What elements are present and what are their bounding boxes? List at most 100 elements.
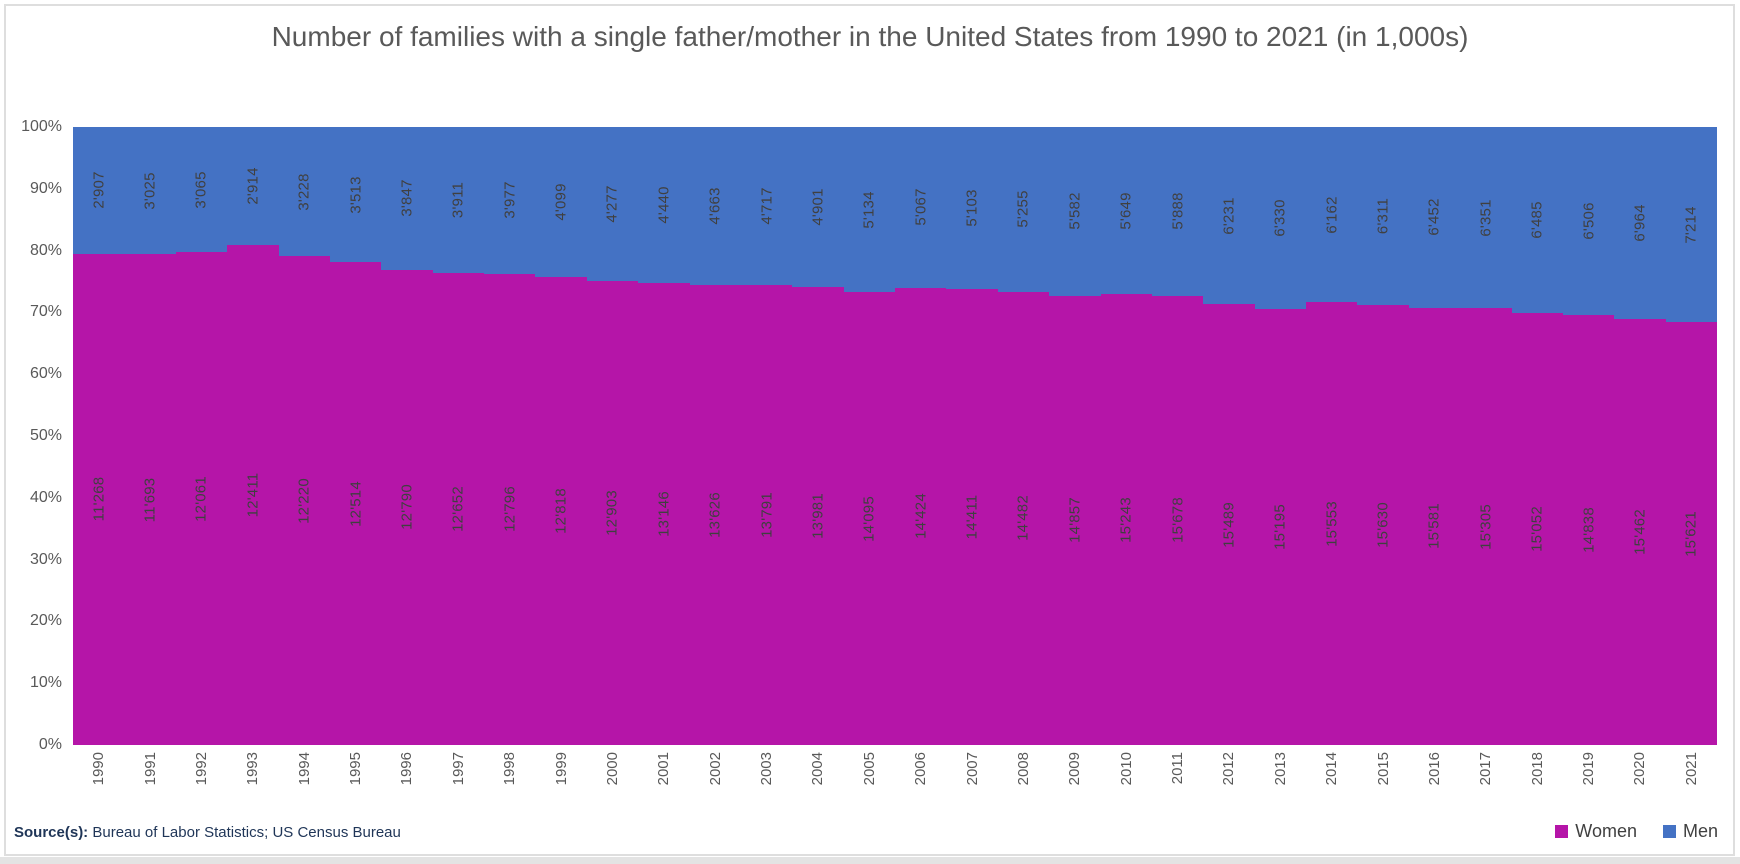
x-axis-label: 1992 — [192, 752, 210, 786]
bar-segment-women: 13'626 — [689, 284, 741, 745]
x-axis-cell: 2013 — [1255, 752, 1306, 804]
bar-value-label-women: 12'411 — [244, 472, 262, 518]
x-axis-label: 2007 — [963, 752, 981, 786]
bar-segment-men: 5'255 — [997, 127, 1050, 292]
y-axis-tick-label: 40% — [29, 488, 62, 506]
bar-segment-men: 6'485 — [1511, 127, 1563, 314]
x-axis-cell: 2001 — [638, 752, 689, 804]
bar-segment-women: 15'581 — [1408, 307, 1461, 745]
x-axis-cell: 2016 — [1409, 752, 1460, 804]
bar-segment-men: 4'663 — [689, 127, 741, 285]
x-axis-label: 1996 — [398, 752, 416, 786]
bar-segment-women: 13'146 — [638, 283, 690, 745]
bar-column-1998: 3'977 12'796 — [484, 127, 536, 745]
x-axis-label: 2002 — [706, 752, 724, 786]
bar-value-label-women: 13'626 — [706, 491, 724, 538]
bar-column-2018: 6'485 15'052 — [1511, 127, 1563, 745]
x-axis-label: 1991 — [141, 752, 159, 786]
bar-column-1991: 3'025 11'693 — [124, 127, 176, 745]
plot-area: 2'907 11'268 3'025 11'693 3'065 12'061 2'914 12… — [73, 127, 1717, 745]
x-axis-label: 2015 — [1374, 752, 1392, 786]
bar-segment-women: 15'243 — [1100, 294, 1152, 745]
bar-segment-women: 15'553 — [1306, 302, 1358, 745]
bar-segment-men: 6'330 — [1254, 127, 1306, 309]
bar-value-label-women: 14'424 — [912, 493, 930, 540]
legend-swatch-women — [1555, 825, 1569, 838]
x-axis-cell: 2019 — [1563, 752, 1614, 804]
x-axis-label: 2009 — [1066, 752, 1084, 786]
legend-item-women: Women — [1555, 821, 1637, 842]
x-axis-label: 2014 — [1323, 752, 1341, 786]
bar-segment-women: 13'791 — [740, 284, 793, 745]
bar-segment-men: 6'231 — [1203, 127, 1255, 305]
bar-segment-men: 6'351 — [1460, 127, 1512, 309]
x-axis-label: 2001 — [655, 752, 673, 786]
x-axis-label: 2019 — [1580, 752, 1598, 786]
bar-segment-women: 12'411 — [227, 244, 279, 745]
bar-column-2012: 6'231 15'489 — [1203, 127, 1255, 745]
legend-label: Women — [1575, 821, 1637, 841]
bar-value-label-men: 2'914 — [244, 167, 262, 205]
x-axis-label: 2003 — [758, 752, 776, 786]
bar-segment-men: 3'513 — [329, 127, 382, 263]
x-axis-label: 1990 — [90, 752, 108, 786]
bar-column-2019: 6'506 14'838 — [1562, 127, 1615, 745]
y-axis-tick-label: 10% — [29, 674, 62, 692]
bar-value-label-women: 15'553 — [1323, 500, 1341, 547]
y-axis-tick-label: 60% — [29, 365, 62, 383]
bar-value-label-women: 15'581 — [1425, 503, 1443, 550]
bar-value-label-men: 4'440 — [655, 186, 673, 224]
x-axis-cell: 2021 — [1666, 752, 1717, 804]
y-axis-tick-label: 80% — [29, 241, 62, 259]
x-axis-cell: 1998 — [484, 752, 535, 804]
bar-value-label-women: 14'482 — [1014, 495, 1032, 542]
bar-segment-women: 12'061 — [175, 252, 228, 745]
bar-segment-women: 13'981 — [792, 287, 844, 745]
x-axis-label: 2011 — [1169, 752, 1187, 785]
bar-segment-men: 4'440 — [638, 127, 690, 284]
bar-segment-men: 3'065 — [175, 127, 228, 253]
bar-column-2005: 5'134 14'095 — [843, 127, 895, 745]
bar-column-2021: 7'214 15'621 — [1665, 127, 1717, 745]
bar-segment-women: 12'220 — [278, 256, 330, 745]
x-axis-label: 2016 — [1425, 752, 1443, 786]
x-axis-cell: 1995 — [330, 752, 381, 804]
bar-value-label-men: 4'717 — [758, 187, 776, 225]
bar-segment-women: 12'514 — [329, 262, 382, 745]
bar-value-label-women: 13'981 — [809, 493, 827, 540]
bar-segment-women: 15'195 — [1254, 308, 1306, 745]
bar-value-label-women: 12'790 — [398, 484, 416, 531]
bar-column-2003: 4'717 13'791 — [740, 127, 793, 745]
bar-column-2002: 4'663 13'626 — [689, 127, 741, 745]
bar-value-label-men: 5'103 — [963, 189, 981, 227]
bar-value-label-men: 7'214 — [1682, 205, 1700, 244]
x-axis-label: 2017 — [1477, 752, 1495, 786]
bar-column-1996: 3'847 12'790 — [381, 127, 433, 745]
bar-segment-men: 3'911 — [432, 127, 484, 273]
legend: Women Men — [1555, 821, 1718, 842]
bar-value-label-women: 12'652 — [449, 486, 467, 532]
x-axis-cell: 1993 — [227, 752, 278, 804]
bar-value-label-women: 13'146 — [655, 491, 673, 537]
bar-column-1992: 3'065 12'061 — [175, 127, 228, 745]
bar-value-label-men: 4'663 — [706, 187, 724, 225]
bar-value-label-men: 6'485 — [1528, 201, 1546, 239]
bar-value-label-men: 6'231 — [1220, 197, 1238, 235]
x-axis-cell: 2005 — [844, 752, 895, 804]
bar-value-label-men: 4'099 — [552, 183, 570, 221]
bar-segment-men: 7'214 — [1665, 127, 1717, 323]
bar-value-label-women: 11'268 — [90, 477, 108, 522]
chart-title: Number of families with a single father/… — [271, 21, 1469, 52]
bar-value-label-women: 15'305 — [1477, 503, 1495, 550]
bar-value-label-women: 15'678 — [1169, 497, 1187, 544]
bar-value-label-women: 15'621 — [1682, 510, 1700, 557]
bar-value-label-women: 11'693 — [141, 477, 159, 522]
x-axis-label: 1998 — [501, 752, 519, 786]
source-note: Source(s): Bureau of Labor Statistics; U… — [14, 824, 401, 841]
x-axis-label: 2021 — [1682, 752, 1700, 786]
bar-column-2000: 4'277 12'903 — [586, 127, 639, 745]
x-axis-cell: 2017 — [1460, 752, 1511, 804]
x-axis-cell: 2010 — [1101, 752, 1152, 804]
bar-value-label-men: 3'977 — [501, 181, 519, 219]
bar-value-label-women: 12'903 — [603, 490, 621, 536]
